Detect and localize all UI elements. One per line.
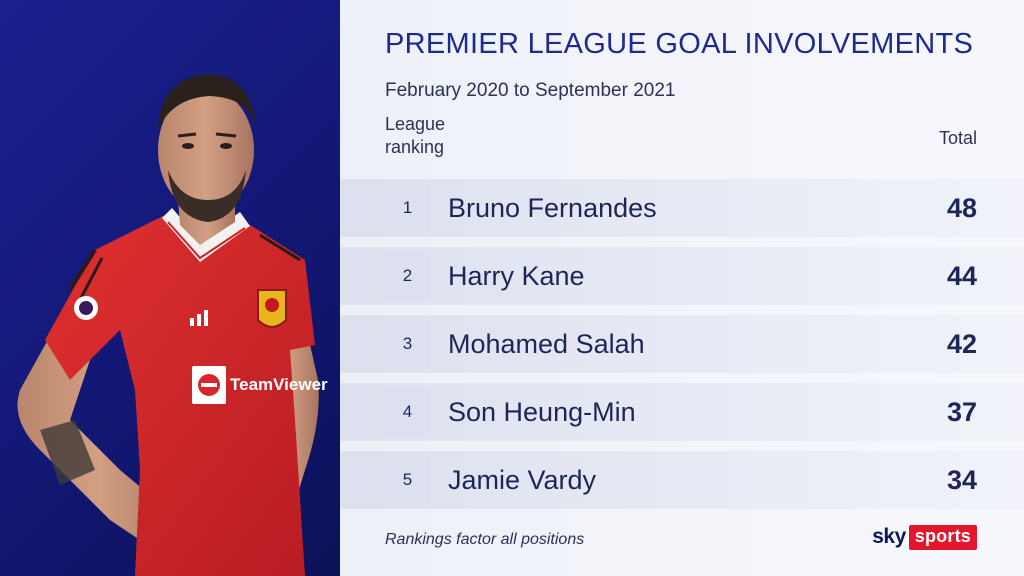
ranking-row: 1 Bruno Fernandes 48	[340, 179, 1024, 237]
ranking-row: 5 Jamie Vardy 34	[340, 451, 1024, 509]
player-photo: TeamViewer	[17, 74, 328, 576]
total-column-header: Total	[938, 128, 977, 148]
shirt-sponsor: TeamViewer	[230, 375, 328, 394]
player-total: 42	[946, 329, 977, 359]
graphic-title: PREMIER LEAGUE GOAL INVOLVEMENTS	[385, 28, 974, 60]
rankings-panel: PREMIER LEAGUE GOAL INVOLVEMENTS Februar…	[340, 0, 1024, 576]
ranking-row: 2 Harry Kane 44	[340, 247, 1024, 305]
rank-column-header: League ranking	[385, 114, 446, 157]
player-total: 44	[946, 261, 977, 291]
player-total: 34	[946, 465, 977, 495]
rank-number: 4	[384, 388, 431, 436]
player-name: Jamie Vardy	[448, 465, 597, 495]
player-name: Son Heung-Min	[448, 397, 636, 427]
graphic-subtitle: February 2020 to September 2021	[385, 80, 676, 101]
ranking-row: 4 Son Heung-Min 37	[340, 383, 1024, 441]
player-name: Harry Kane	[448, 261, 585, 291]
player-total: 37	[946, 397, 977, 427]
player-name: Bruno Fernandes	[448, 193, 657, 223]
ranking-row: 3 Mohamed Salah 42	[340, 315, 1024, 373]
rankings-list: 1 Bruno Fernandes 48 2 Harry Kane 44 3 M…	[340, 179, 1024, 519]
player-name: Mohamed Salah	[448, 329, 645, 359]
footnote: Rankings factor all positions	[385, 531, 585, 548]
player-total: 48	[946, 193, 977, 223]
rank-number: 3	[384, 320, 431, 368]
rank-number: 1	[384, 184, 431, 232]
sky-sports-logo: sky sports	[872, 524, 977, 550]
sky-wordmark: sky	[872, 525, 906, 548]
player-photo-panel: TeamViewer	[0, 0, 340, 576]
rank-number: 2	[384, 252, 431, 300]
sports-wordmark: sports	[908, 524, 977, 550]
rank-number: 5	[384, 456, 431, 504]
